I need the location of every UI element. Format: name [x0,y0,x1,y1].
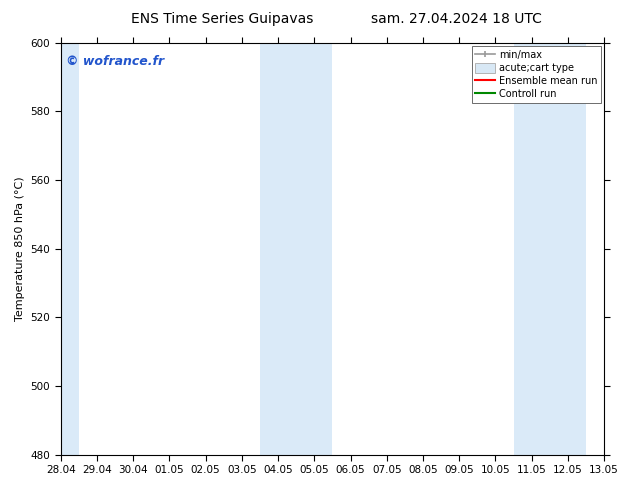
Text: ENS Time Series Guipavas: ENS Time Series Guipavas [131,12,313,26]
Bar [42,43,79,455]
Bar [514,43,586,455]
Legend: min/max, acute;cart type, Ensemble mean run, Controll run: min/max, acute;cart type, Ensemble mean … [472,46,601,103]
Text: © wofrance.fr: © wofrance.fr [66,55,164,68]
Text: sam. 27.04.2024 18 UTC: sam. 27.04.2024 18 UTC [371,12,542,26]
Y-axis label: Temperature 850 hPa (°C): Temperature 850 hPa (°C) [15,176,25,321]
Bar [260,43,332,455]
